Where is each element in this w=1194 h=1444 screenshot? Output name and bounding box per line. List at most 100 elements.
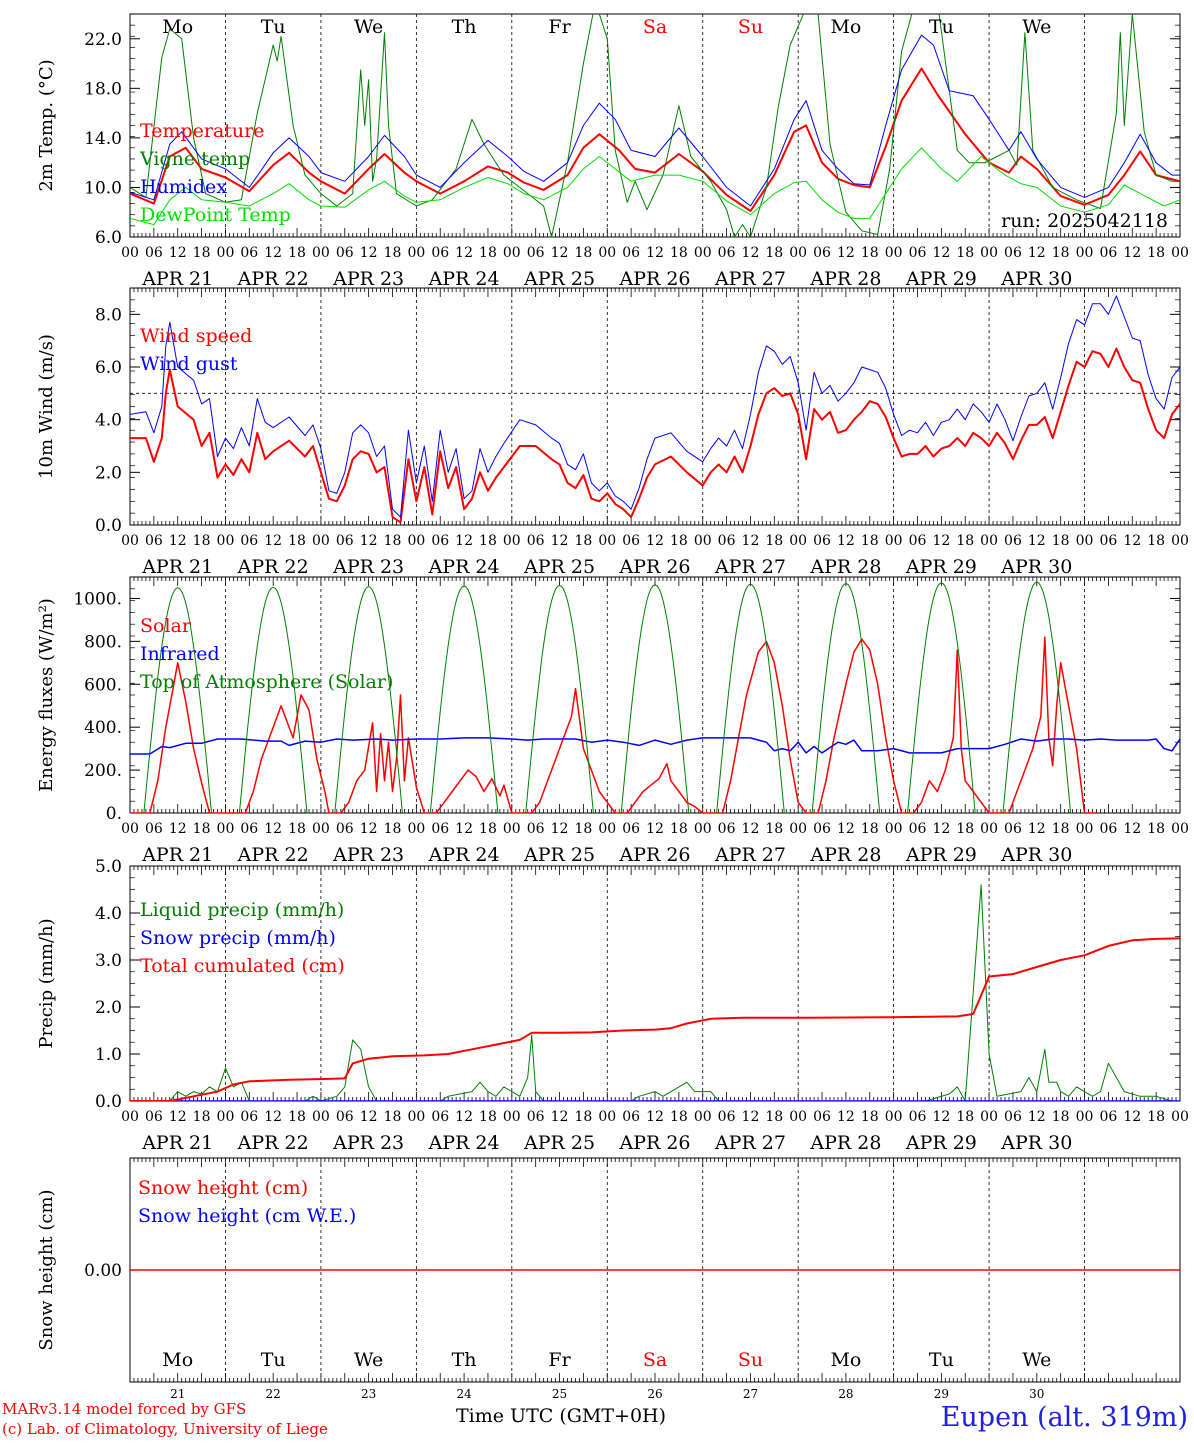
panel2-hour-label: 18: [574, 533, 592, 549]
panel4-hour-label: 06: [909, 1109, 927, 1125]
panel3-hour-label: 00: [789, 821, 807, 837]
weekday-bottom: Mo: [830, 1349, 861, 1371]
panel4-hour-label: 12: [1028, 1109, 1046, 1125]
panel1-ytick-label: 22.0: [84, 30, 122, 50]
panel3-series-2-line: [130, 737, 1180, 755]
panel2-hour-label: 06: [1004, 533, 1022, 549]
panel4-hour-label: 18: [384, 1109, 402, 1125]
panel4-hour-label: 00: [217, 1109, 235, 1125]
panel2-hour-label: 06: [622, 533, 640, 549]
weekday-bottom: Tu: [261, 1349, 286, 1371]
panel1-hour-label: 06: [145, 245, 163, 261]
panel4-hour-label: 18: [956, 1109, 974, 1125]
panel1-date-label: APR 25: [523, 268, 595, 290]
panel4-hour-label: 06: [622, 1109, 640, 1125]
panel3-hour-label: 12: [264, 821, 282, 837]
panel3-hour-label: 18: [288, 821, 306, 837]
panel2-hour-label: 06: [718, 533, 736, 549]
panel2-hour-label: 18: [1147, 533, 1165, 549]
panel1-hour-label: 12: [1123, 245, 1141, 261]
panel4-hour-label: 06: [240, 1109, 258, 1125]
panel3-hour-label: 18: [670, 821, 688, 837]
day-number-bottom: 27: [743, 1387, 758, 1401]
panel3-series-3-line: [332, 586, 405, 813]
panel4-hour-label: 18: [574, 1109, 592, 1125]
weekday-bottom: We: [354, 1349, 383, 1371]
panel2-hour-label: 00: [789, 533, 807, 549]
day-number-bottom: 24: [456, 1387, 472, 1401]
panel2-hour-label: 00: [217, 533, 235, 549]
panel1-hour-label: 06: [622, 245, 640, 261]
panel4-hour-label: 00: [885, 1109, 903, 1125]
panel4-hour-label: 00: [1171, 1109, 1189, 1125]
panel4-hour-label: 12: [169, 1109, 187, 1125]
panel1-legend-4: DewPoint Temp: [140, 204, 291, 226]
panel1-hour-label: 00: [885, 245, 903, 261]
panel1-hour-label: 12: [455, 245, 473, 261]
panel2-hour-label: 18: [1052, 533, 1070, 549]
panel2-date-label: APR 22: [237, 556, 309, 578]
panel1-hour-label: 00: [694, 245, 712, 261]
panel2-hour-label: 12: [932, 533, 950, 549]
panel1-series-1-line: [130, 67, 1180, 212]
panel2-hour-label: 18: [670, 533, 688, 549]
panel3-hour-label: 18: [956, 821, 974, 837]
panel2-ytick-label: 4.0: [95, 411, 122, 431]
panel3-hour-label: 00: [217, 821, 235, 837]
weekday-top: Mo: [162, 16, 193, 38]
panel3-date-label: APR 29: [905, 844, 977, 866]
panel2-series-1-line: [130, 347, 1180, 524]
panel1-series-2-line: [130, 14, 1180, 237]
panel2-legend-1: Wind speed: [140, 325, 252, 347]
panel5-ytick-label: 0.00: [84, 1261, 122, 1281]
panel3-hour-label: 06: [1099, 821, 1117, 837]
panel2-date-label: APR 24: [428, 556, 500, 578]
panel3-hour-label: 00: [503, 821, 521, 837]
weekday-top: We: [354, 16, 383, 38]
panel3-hour-label: 06: [718, 821, 736, 837]
panel1-hour-label: 18: [861, 245, 879, 261]
day-number-bottom: 28: [838, 1387, 853, 1401]
weekday-top: Mo: [830, 16, 861, 38]
panel4-hour-label: 00: [980, 1109, 998, 1125]
panel1-legend-3: Humidex: [140, 176, 227, 198]
panel2-ylabel: 10m Wind (m/s): [36, 334, 57, 479]
panel1-ytick-label: 18.0: [84, 79, 122, 99]
panel1-date-label: APR 27: [714, 268, 786, 290]
panel2-hour-label: 18: [765, 533, 783, 549]
panel3-series-3-line: [428, 585, 500, 813]
panel1-hour-label: 00: [312, 245, 330, 261]
panel4-hour-label: 06: [145, 1109, 163, 1125]
panel3-hour-label: 00: [885, 821, 903, 837]
panel4-date-label: APR 27: [714, 1132, 786, 1154]
panel1-hour-label: 18: [670, 245, 688, 261]
panel3-hour-label: 12: [646, 821, 664, 837]
panel2-hour-label: 12: [837, 533, 855, 549]
weekday-bottom: We: [1022, 1349, 1051, 1371]
panel3-date-label: APR 24: [428, 844, 500, 866]
panel2-ytick-label: 2.0: [95, 463, 122, 483]
model-credit: MARv3.14 model forced by GFS: [2, 1400, 247, 1418]
panel4-hour-label: 12: [932, 1109, 950, 1125]
lab-credit: (c) Lab. of Climatology, University of L…: [2, 1420, 328, 1438]
panel4-hour-label: 00: [694, 1109, 712, 1125]
panel3-hour-label: 12: [455, 821, 473, 837]
panel3-series-3-line: [905, 582, 978, 813]
panel3-hour-label: 00: [1171, 821, 1189, 837]
panel4-ytick-label: 5.0: [95, 857, 122, 877]
panel3-hour-label: 06: [240, 821, 258, 837]
panel1-hour-label: 06: [1099, 245, 1117, 261]
panel3-date-label: APR 27: [714, 844, 786, 866]
panel4-hour-label: 00: [407, 1109, 425, 1125]
weekday-top: Fr: [548, 16, 571, 38]
panel3-series-3-line: [1001, 581, 1073, 813]
panel2-hour-label: 12: [551, 533, 569, 549]
panel4-hour-label: 12: [1123, 1109, 1141, 1125]
panel4-series-3-line: [130, 937, 1180, 1101]
panel1-date-label: APR 24: [428, 268, 500, 290]
panel3-series-3-line: [714, 583, 787, 813]
panel2-date-label: APR 30: [1000, 556, 1072, 578]
panel3-date-label: APR 22: [237, 844, 309, 866]
panel3-legend-1: Solar: [140, 615, 192, 637]
panel4-date-label: APR 30: [1000, 1132, 1072, 1154]
